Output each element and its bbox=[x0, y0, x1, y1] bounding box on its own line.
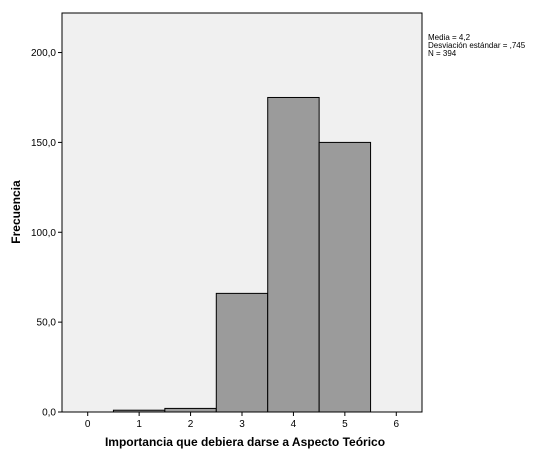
bars-group bbox=[112, 96, 372, 413]
y-tick-label-1: 50,0 bbox=[37, 318, 57, 329]
stats-std: Desviación estándar = ,745 bbox=[428, 41, 526, 50]
histogram-bar-5 bbox=[318, 141, 372, 413]
y-tick-label-4: 200,0 bbox=[31, 48, 56, 59]
histogram-bar-1 bbox=[112, 409, 166, 413]
x-tick-label-6: 6 bbox=[394, 419, 400, 430]
x-tick-label-3: 3 bbox=[239, 419, 245, 430]
x-tick-label-2: 2 bbox=[188, 419, 194, 430]
x-tick-label-0: 0 bbox=[85, 419, 91, 430]
x-tick-label-4: 4 bbox=[291, 419, 297, 430]
y-tick-label-2: 100,0 bbox=[31, 228, 56, 239]
x-axis-title: Importancia que debiera darse a Aspecto … bbox=[105, 435, 385, 449]
x-tick-label-5: 5 bbox=[342, 419, 348, 430]
stats-mean: Media = 4,2 bbox=[428, 33, 471, 42]
histogram-bar-3 bbox=[215, 292, 269, 413]
x-tick-label-1: 1 bbox=[136, 419, 142, 430]
y-tick-label-0: 0,0 bbox=[42, 408, 56, 419]
y-axis-title: Frecuencia bbox=[9, 180, 23, 244]
stats-n: N = 394 bbox=[428, 49, 457, 58]
y-tick-label-3: 150,0 bbox=[31, 138, 56, 149]
histogram-bar-4 bbox=[267, 96, 320, 413]
axes-group: 0 1 2 3 4 5 6 0,0 50,0 100,0 150,0 200,0 bbox=[31, 48, 400, 430]
histogram-bar-2 bbox=[164, 407, 217, 413]
